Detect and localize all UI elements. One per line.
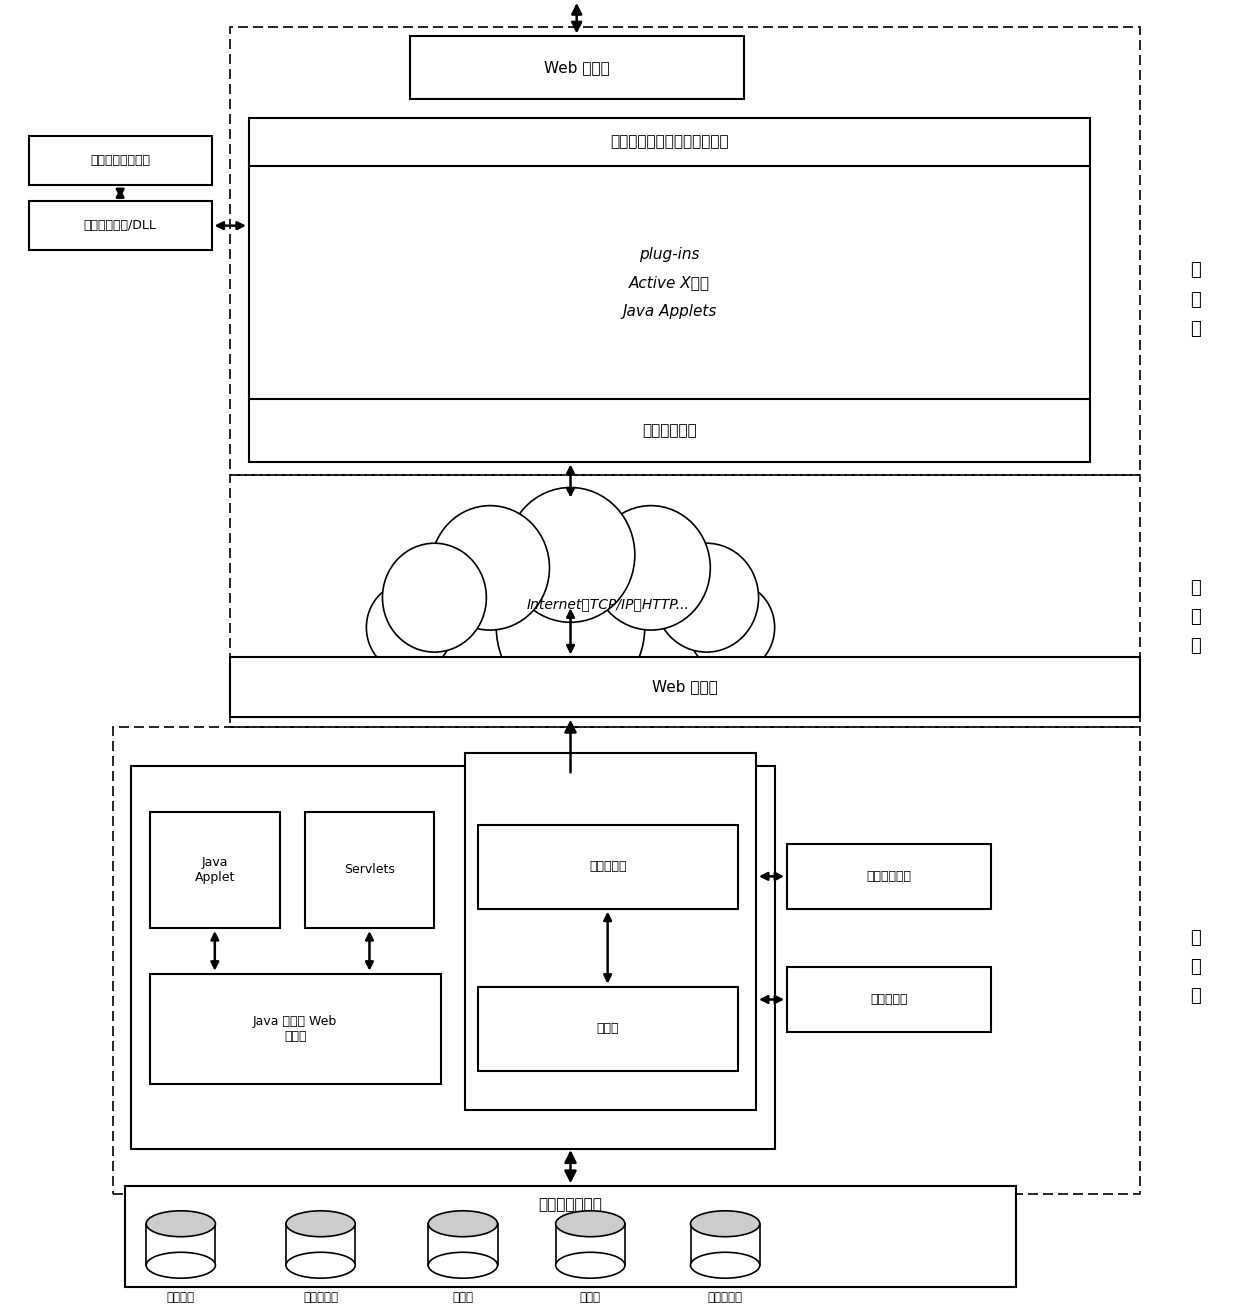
- Circle shape: [366, 582, 453, 673]
- FancyBboxPatch shape: [477, 987, 738, 1070]
- Text: 产品数据库: 产品数据库: [303, 1291, 339, 1304]
- Text: Servlets: Servlets: [343, 864, 394, 877]
- FancyBboxPatch shape: [305, 812, 434, 928]
- Text: Internet（TCP/IP、HTTP...: Internet（TCP/IP、HTTP...: [526, 597, 689, 612]
- Text: 数据映射接口: 数据映射接口: [642, 423, 697, 438]
- Text: 用
户
层: 用 户 层: [1190, 261, 1200, 337]
- Circle shape: [688, 582, 775, 673]
- FancyBboxPatch shape: [428, 1223, 497, 1265]
- Circle shape: [506, 488, 635, 622]
- Text: 应用程序接口/DLL: 应用程序接口/DLL: [84, 220, 156, 233]
- Text: Java
Applet: Java Applet: [195, 856, 236, 884]
- Ellipse shape: [286, 1252, 355, 1278]
- FancyBboxPatch shape: [146, 1223, 216, 1265]
- FancyBboxPatch shape: [556, 1223, 625, 1265]
- Text: 客户端协同设计平台用户界面: 客户端协同设计平台用户界面: [610, 135, 729, 149]
- Text: 标准件库: 标准件库: [167, 1291, 195, 1304]
- Text: plug-ins: plug-ins: [640, 247, 699, 261]
- Ellipse shape: [691, 1252, 760, 1278]
- Text: Web 服务器: Web 服务器: [652, 680, 718, 694]
- FancyBboxPatch shape: [231, 657, 1140, 718]
- Ellipse shape: [146, 1210, 216, 1236]
- Text: 软件资源库: 软件资源库: [708, 1291, 743, 1304]
- Text: Active X控件: Active X控件: [629, 276, 711, 290]
- Circle shape: [382, 544, 486, 652]
- FancyBboxPatch shape: [787, 967, 991, 1033]
- Circle shape: [655, 544, 759, 652]
- Circle shape: [591, 506, 711, 630]
- Ellipse shape: [556, 1210, 625, 1236]
- Text: Java 使能的 Web
服务器: Java 使能的 Web 服务器: [253, 1014, 337, 1043]
- FancyBboxPatch shape: [150, 812, 280, 928]
- Text: 本地设计应用软件: 本地设计应用软件: [91, 154, 150, 167]
- FancyBboxPatch shape: [465, 753, 756, 1110]
- Ellipse shape: [556, 1252, 625, 1278]
- FancyBboxPatch shape: [409, 37, 744, 98]
- Ellipse shape: [286, 1210, 355, 1236]
- Text: Web 浏览器: Web 浏览器: [544, 60, 610, 74]
- FancyBboxPatch shape: [29, 201, 212, 250]
- Text: 模型库: 模型库: [453, 1291, 474, 1304]
- Text: 应用资源服务器: 应用资源服务器: [538, 1197, 603, 1212]
- FancyBboxPatch shape: [150, 974, 440, 1084]
- FancyBboxPatch shape: [131, 766, 775, 1149]
- Text: 用户权限管理: 用户权限管理: [867, 870, 911, 882]
- FancyBboxPatch shape: [691, 1223, 760, 1265]
- Circle shape: [430, 506, 549, 630]
- Text: 知识源注册: 知识源注册: [870, 993, 908, 1006]
- FancyBboxPatch shape: [125, 1187, 1016, 1287]
- Text: 文档处理器: 文档处理器: [589, 860, 626, 873]
- Text: 应
用
层: 应 用 层: [1190, 929, 1200, 1005]
- Text: 通
信
层: 通 信 层: [1190, 579, 1200, 655]
- FancyBboxPatch shape: [286, 1223, 355, 1265]
- Text: 文档库: 文档库: [580, 1291, 601, 1304]
- Ellipse shape: [146, 1252, 216, 1278]
- FancyBboxPatch shape: [477, 825, 738, 908]
- Ellipse shape: [691, 1210, 760, 1236]
- FancyBboxPatch shape: [29, 136, 212, 186]
- FancyBboxPatch shape: [787, 844, 991, 908]
- Circle shape: [496, 550, 645, 706]
- Text: 转换器: 转换器: [596, 1022, 619, 1035]
- FancyBboxPatch shape: [249, 118, 1090, 461]
- Ellipse shape: [428, 1252, 497, 1278]
- Ellipse shape: [428, 1210, 497, 1236]
- Text: Java Applets: Java Applets: [622, 303, 717, 319]
